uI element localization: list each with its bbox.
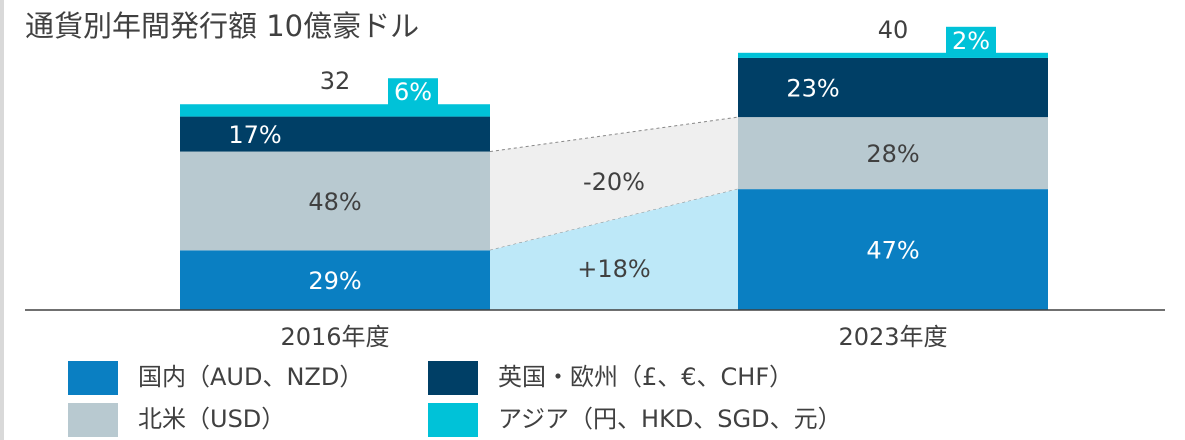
annotation: +18% (577, 255, 650, 283)
legend-swatch (428, 403, 478, 437)
legend-label: 英国・欧州（£、€、CHF） (498, 363, 793, 391)
label-box (946, 26, 996, 57)
bar-segment (738, 57, 1048, 118)
value-label: 2% (952, 27, 990, 55)
legend-label: 国内（AUD、NZD） (138, 363, 363, 391)
annotation: -20% (583, 168, 645, 196)
legend-label: アジア（円、HKD、SGD、元） (498, 405, 842, 433)
bar-segment (738, 52, 1048, 58)
value-label: 23% (786, 75, 839, 103)
value-label: 28% (866, 140, 919, 168)
total-label: 40 (878, 16, 909, 44)
bar-segment (180, 116, 490, 152)
value-label: 17% (228, 121, 281, 149)
change-band (490, 189, 738, 310)
page-border (0, 0, 4, 440)
change-band (490, 117, 738, 251)
total-label: 32 (320, 67, 351, 95)
chart-title: 通貨別年間発行額 10億豪ドル (25, 9, 419, 43)
value-label: 48% (308, 188, 361, 216)
bar-segment (738, 117, 1048, 190)
legend-label: 北米（USD） (138, 405, 285, 433)
bar-segment (180, 104, 490, 117)
legend-swatch (68, 403, 118, 437)
x-tick-label: 2016年度 (280, 323, 389, 351)
label-box (388, 78, 438, 109)
value-label: 47% (866, 237, 919, 265)
bar-segment (738, 189, 1048, 310)
value-label: 29% (308, 267, 361, 295)
legend-swatch (428, 361, 478, 395)
legend-swatch (68, 361, 118, 395)
bar-segment (180, 250, 490, 310)
bar-segment (180, 151, 490, 251)
value-label: 6% (394, 78, 432, 106)
x-tick-label: 2023年度 (838, 323, 947, 351)
